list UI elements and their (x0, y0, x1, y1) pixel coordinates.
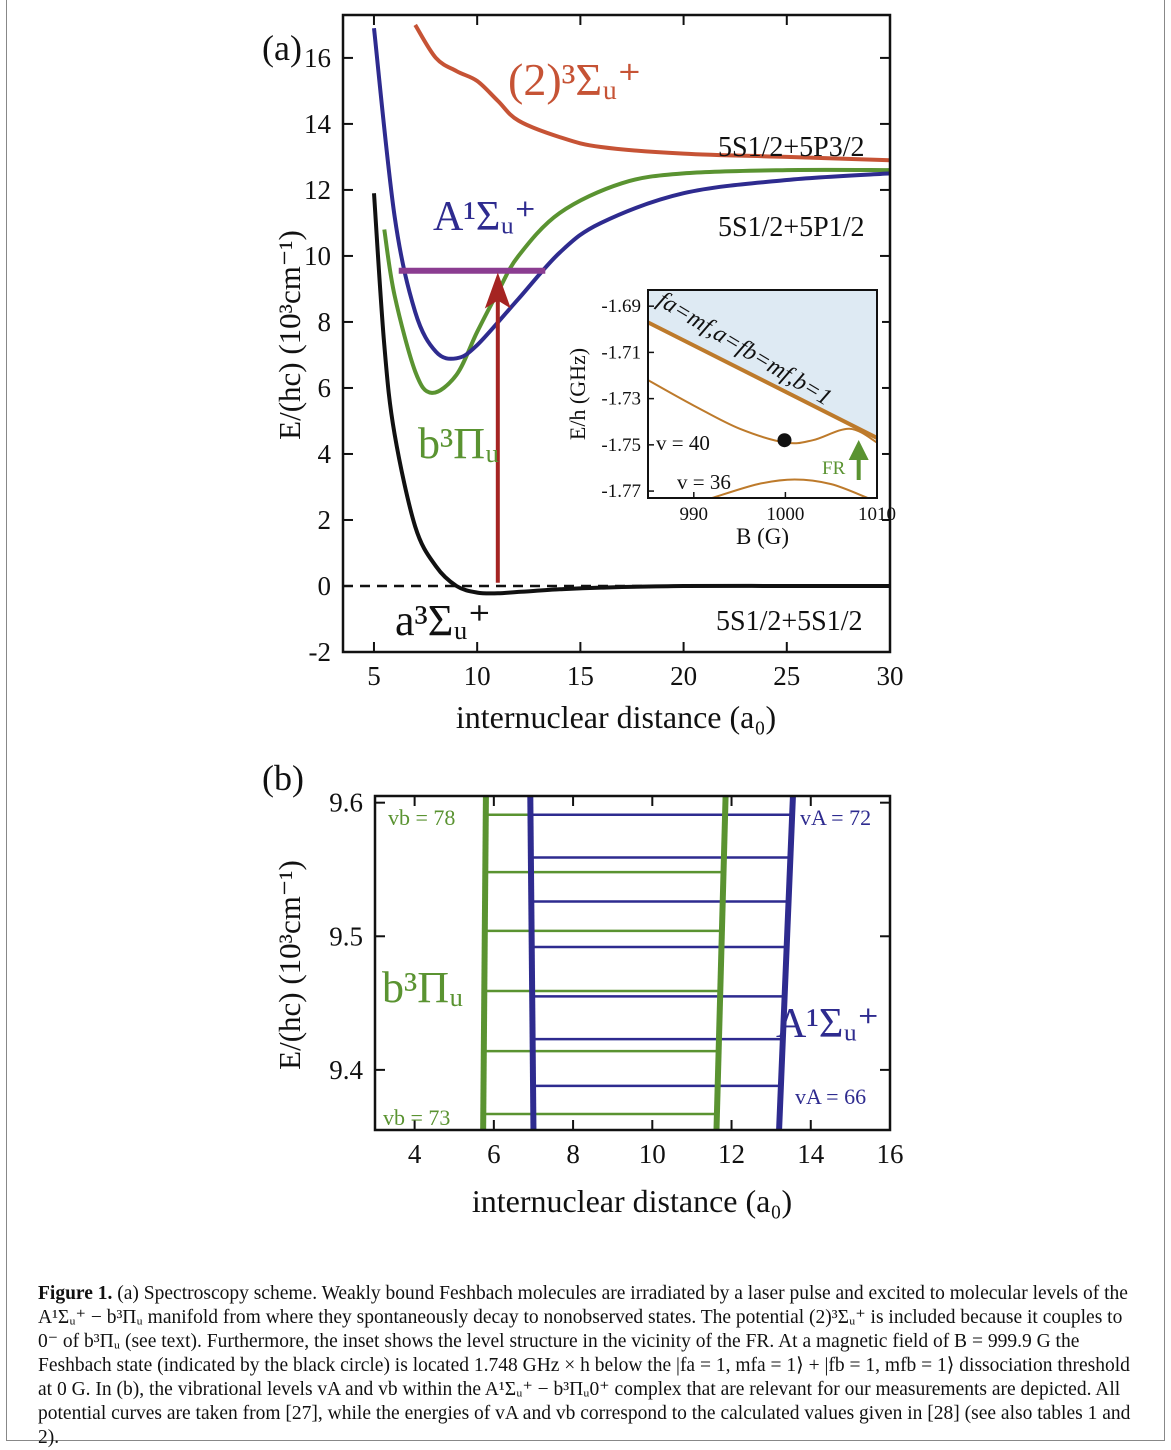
panel-b-label: (b) (262, 758, 304, 798)
panel-a-ylabel: E/(hc) (10³cm⁻¹) (272, 230, 307, 440)
panel-b-xtick-label: 10 (639, 1139, 666, 1169)
panel-b-ytick-label: 9.6 (329, 788, 363, 818)
asymptote-5p12: 5S1/2+5P1/2 (718, 212, 865, 243)
panel-b-axes-frame (373, 794, 892, 1132)
panel-a-xlabel: internuclear distance (a₀) (456, 699, 776, 735)
panel-b-xtick-label: 16 (877, 1139, 904, 1169)
vb-bottom-label: vb = 73 (383, 1105, 450, 1130)
va-bottom-label: vA = 66 (795, 1084, 866, 1109)
panel-a-ytick-label: 0 (318, 571, 332, 601)
panel-a-ytick-label: 6 (318, 373, 332, 403)
v40-label: v = 40 (656, 431, 710, 455)
2-3-sigma-curve (413, 23, 891, 163)
panel-a-xtick-label: 20 (670, 661, 697, 691)
continuum-shaded-region (648, 290, 877, 438)
vb-top-label: vb = 78 (388, 805, 455, 830)
label-2-3-sigma: (2)³Σᵤ⁺ (508, 54, 642, 105)
panel-a-xtick-label: 30 (877, 661, 904, 691)
inset-ytick-label: -1.71 (601, 342, 641, 363)
panel-a-axes-frame (341, 13, 892, 654)
panel-b-xtick-label: 4 (408, 1139, 422, 1169)
panel-b-xtick-label: 12 (718, 1139, 745, 1169)
panel-b-ylabel: E/(hc) (10³cm⁻¹) (272, 860, 307, 1070)
b-wall-left (480, 795, 489, 1131)
inset-ytick-label: -1.77 (601, 481, 641, 502)
v36-label: v = 36 (677, 470, 731, 494)
inset-xtick-label: 1010 (858, 504, 896, 525)
a-wall-left (527, 795, 537, 1131)
threshold-line (647, 320, 878, 440)
feshbach-state-marker (777, 433, 792, 448)
inset-ylabel: E/h (GHz) (565, 348, 590, 440)
asymptote-5s12: 5S1/2+5S1/2 (716, 606, 863, 637)
inset-ytick-label: -1.73 (601, 389, 641, 410)
label-a1-sigma: A¹Σᵤ⁺ (433, 194, 536, 240)
inset-ytick-label: -1.75 (601, 435, 641, 456)
panel-a-xtick-label: 10 (464, 661, 491, 691)
fr-arrow-head (848, 440, 869, 460)
panel-a: (a) 5 10 15 20 25 30 -2 0 2 4 6 8 10 12 14 16 internuclea… (262, 13, 904, 735)
panel-b-xtick-label: 14 (797, 1139, 825, 1169)
panel-b-ytick-label: 9.5 (329, 921, 363, 951)
panel-a-xtick-label: 15 (567, 661, 594, 691)
inset-panel: 990 1000 1010 -1.69 -1.71 -1.73 -1.75 -1.77 B (G… (560, 282, 896, 552)
inset-ytick-label: -1.69 (601, 296, 641, 317)
panel-a-xtick-label: 25 (773, 661, 800, 691)
panel-a-ytick-label: 10 (304, 241, 331, 271)
label-b3-pi: b³Πᵤ (418, 419, 499, 468)
a3-sigma-curve (372, 193, 890, 596)
panel-a-label: (a) (262, 28, 302, 68)
excitation-arrow-head (484, 272, 511, 309)
panel-a-ytick-label: 16 (304, 43, 331, 73)
inset-xtick-label: 1000 (766, 504, 804, 525)
panel-b-xlabel: internuclear distance (a₀) (472, 1183, 792, 1219)
panel-b-xtick-label: 8 (566, 1139, 580, 1169)
figure-caption: Figure 1. (a) Spectroscopy scheme. Weakl… (38, 1282, 1138, 1450)
inset-axes-frame (647, 289, 878, 499)
inset-xtick-label: 990 (680, 504, 709, 525)
va-top-label: vA = 72 (800, 805, 871, 830)
b3-pi-label-b: b³Πᵤ (382, 963, 463, 1012)
fr-label: FR (822, 458, 846, 479)
caption-text: (a) Spectroscopy scheme. Weakly bound Fe… (38, 1283, 1131, 1448)
page-frame (6, 0, 1165, 1441)
panel-b-ytick-label: 9.4 (329, 1055, 363, 1085)
panel-a-ytick-label: 8 (318, 307, 332, 337)
panel-a-ytick-label: 12 (304, 175, 331, 205)
panel-a-ytick-label: -2 (309, 637, 332, 667)
panel-a-xtick-label: 5 (367, 661, 381, 691)
panel-a-ytick-label: 4 (318, 439, 332, 469)
panel-b-xtick-label: 6 (487, 1139, 501, 1169)
panel-a-ytick-label: 2 (318, 505, 332, 535)
panel-b: (b) 4 6 8 10 12 14 16 9.4 9.5 9.6 internuclear dist… (262, 758, 904, 1219)
panel-a-ytick-label: 14 (304, 109, 332, 139)
a-wall-right (776, 795, 796, 1131)
v36-level-curve (711, 478, 869, 499)
figure-1: (a) 5 10 15 20 25 30 -2 0 2 4 6 8 10 12 14 16 internuclea… (262, 13, 904, 1219)
inset-xlabel: B (G) (736, 524, 789, 549)
label-a3-sigma: a³Σᵤ⁺ (395, 596, 491, 645)
caption-label: Figure 1. (38, 1283, 113, 1304)
b-wall-right (713, 795, 729, 1131)
asymptote-5p32: 5S1/2+5P3/2 (718, 132, 865, 163)
a1-sigma-label-b: A¹Σᵤ⁺ (776, 1001, 879, 1047)
